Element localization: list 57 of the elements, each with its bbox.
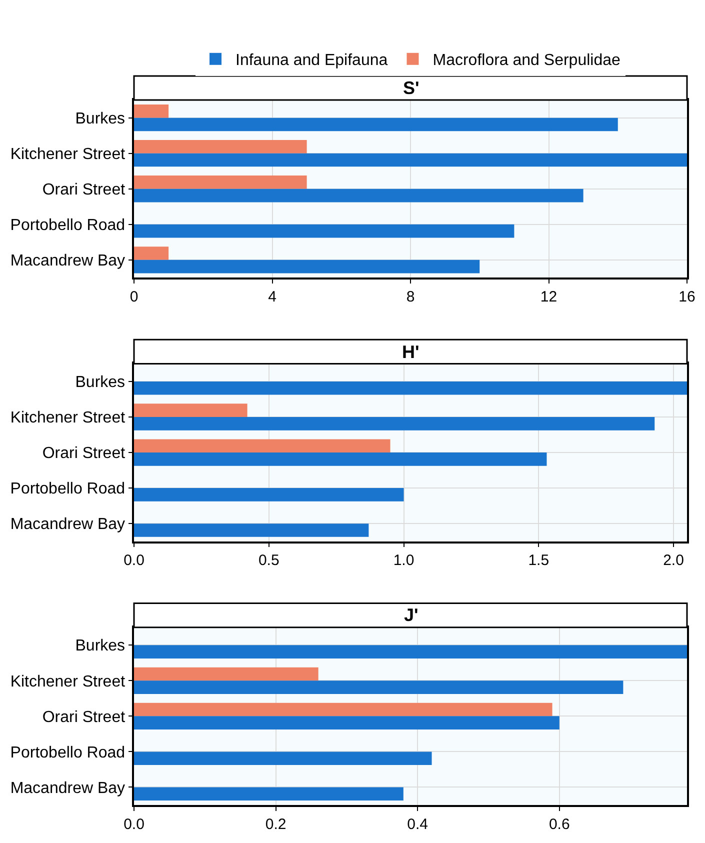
bar [134, 702, 552, 716]
bar [134, 452, 547, 466]
x-tick-label: 1.5 [528, 552, 550, 570]
x-tick-label: 0.6 [548, 816, 570, 833]
legend-label: Infauna and Epifauna [236, 52, 388, 70]
bar [134, 118, 618, 132]
y-tick-label: Macandrew Bay [10, 516, 126, 534]
bar [134, 667, 318, 681]
y-tick-label: Portobello Road [10, 216, 126, 234]
x-tick-label: 16 [678, 288, 696, 306]
chart-title: J' [404, 605, 418, 625]
bar [134, 439, 390, 453]
y-tick-label: Burkes [75, 638, 126, 655]
x-tick-label: 0.4 [407, 816, 428, 833]
y-tick-label: Kitchener Street [10, 410, 126, 427]
x-tick-label: 12 [540, 288, 558, 306]
bar [134, 381, 687, 395]
bar [134, 188, 584, 202]
y-tick-label: Portobello Road [10, 744, 126, 762]
bar [134, 787, 404, 801]
chart-title: S' [403, 78, 420, 98]
y-tick-label: Orari Street [42, 181, 126, 198]
bar [134, 752, 432, 766]
x-tick-label: 0.2 [265, 816, 286, 833]
bar [134, 246, 169, 260]
y-tick-label: Orari Street [42, 445, 126, 462]
x-tick-label: 0.0 [124, 816, 144, 833]
x-tick-label: 2.0 [663, 552, 684, 570]
y-tick-label: Macandrew Bay [10, 780, 126, 797]
y-tick-label: Burkes [75, 110, 126, 128]
bar [134, 417, 655, 430]
bar [134, 716, 560, 730]
y-tick-label: Kitchener Street [10, 146, 126, 163]
x-tick-label: 0 [130, 288, 138, 306]
bar [134, 140, 307, 154]
y-tick-label: Portobello Road [10, 480, 126, 498]
bar [134, 260, 480, 274]
legend-label: Macroflora and Serpulidae [432, 52, 620, 70]
bar [134, 224, 514, 238]
bar [134, 104, 169, 118]
y-tick-label: Burkes [75, 374, 126, 392]
bar [134, 680, 624, 694]
chart-title: H' [402, 342, 420, 362]
x-tick-label: 0.5 [258, 552, 280, 570]
y-tick-label: Macandrew Bay [10, 252, 126, 270]
bar [134, 404, 248, 417]
bar [134, 488, 404, 502]
x-tick-label: 0.0 [124, 552, 144, 570]
x-tick-label: 4 [268, 288, 276, 306]
x-tick-label: 8 [406, 288, 415, 306]
bar [134, 645, 687, 658]
bar [134, 176, 307, 189]
x-tick-label: 1.0 [393, 552, 414, 570]
bar [134, 524, 369, 537]
y-tick-label: Orari Street [42, 708, 126, 726]
y-tick-label: Kitchener Street [10, 673, 126, 690]
bar [134, 153, 687, 167]
